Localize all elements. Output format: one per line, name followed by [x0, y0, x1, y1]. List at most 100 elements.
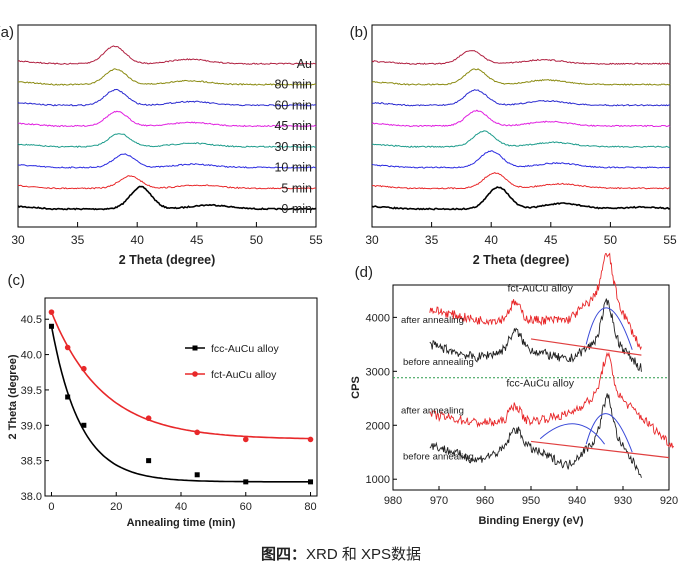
fct-fit-component [585, 307, 633, 350]
fct-baseline [530, 338, 642, 356]
data-point-fcc [81, 422, 87, 428]
y-tick-label: 39.0 [21, 420, 42, 432]
caption-bold: 图四： [260, 546, 306, 563]
caption-text: XRD 和 XPS数据 [305, 546, 422, 563]
annotation-fcc-title: fcc-AuCu alloy [506, 377, 574, 389]
annotation-fct-title: fct-AuCu alloy [508, 282, 574, 294]
y-tick-label: 40.5 [21, 314, 42, 326]
annotation-fcc-after: after annealing [401, 405, 464, 416]
data-point-fcc [146, 458, 152, 464]
y-tick-label: 39.5 [21, 385, 42, 397]
figure: (a) 30 35 40 45 50 55 2 Theta (degree) 0 min 5 mi… [0, 24, 678, 529]
y-tick-label: 2000 [366, 420, 390, 432]
legend-label: fct-AuCu alloy [211, 369, 277, 381]
xrd-trace-0-min [17, 185, 317, 211]
figure-caption: 图四：XRD 和 XPS数据 [0, 543, 682, 564]
series-label: 80 min [274, 78, 312, 92]
xrd-trace-45-min [17, 110, 317, 128]
series-label: 0 min [281, 202, 312, 216]
xrd-trace-5-min [17, 175, 317, 190]
y-tick-label: 38.0 [21, 491, 42, 503]
y-tick-label: 4000 [366, 312, 390, 324]
y-axis-label: 2 Theta (degree) [7, 354, 19, 439]
series-label: Au [297, 57, 312, 71]
x-tick-label: 40 [485, 233, 499, 247]
x-tick-label: 45 [190, 233, 204, 247]
xrd-trace-Au [371, 50, 671, 65]
annotation-fct-before: before annealing [403, 357, 474, 368]
panel-label: (c) [8, 272, 26, 289]
xps-spectrum-fct-after-annealing [429, 252, 642, 351]
x-tick-label: 60 [240, 501, 252, 513]
x-axis-label: Annealing time (min) [127, 517, 236, 529]
annotation-fct-after: after annealing [401, 315, 464, 326]
y-tick-label: 1000 [366, 474, 390, 486]
xrd-trace-80-min [17, 68, 317, 86]
x-tick-label: 50 [604, 233, 618, 247]
series-label: 45 min [274, 119, 312, 133]
xrd-trace-30-min [17, 133, 317, 148]
panel-label: (d) [355, 264, 373, 281]
xrd-trace-80-min [371, 68, 671, 86]
xrd-trace-60-min [17, 88, 317, 107]
xps-spectrum-fcc-before-annealing [429, 393, 642, 478]
x-tick-label: 30 [11, 233, 25, 247]
panel-label: (b) [350, 24, 368, 41]
plot-frame [44, 297, 318, 497]
x-tick-label: 45 [544, 233, 558, 247]
x-tick-label: 930 [614, 495, 632, 507]
xrd-trace-0-min [371, 186, 671, 211]
data-point-fcc [48, 323, 54, 329]
xrd-trace-30-min [371, 130, 671, 148]
data-point-fct [307, 436, 314, 443]
series-label: 60 min [274, 98, 312, 112]
data-point-fct [242, 436, 249, 443]
x-axis-label: 2 Theta (degree) [473, 253, 570, 267]
y-tick-label: 40.0 [21, 350, 42, 362]
x-tick-label: 960 [476, 495, 494, 507]
series-label: 30 min [274, 140, 312, 154]
x-tick-label: 40 [131, 233, 145, 247]
xps-spectrum-fcc-after-annealing [429, 351, 674, 449]
x-tick-label: 0 [48, 501, 54, 513]
x-axis-label: Binding Energy (eV) [478, 515, 583, 527]
x-tick-label: 920 [660, 495, 678, 507]
data-point-fct [145, 415, 152, 422]
xrd-trace-10-min [371, 150, 671, 169]
x-tick-label: 80 [304, 501, 316, 513]
xps-spectrum-fct-before-annealing [429, 298, 642, 372]
data-point-fcc [65, 394, 71, 400]
x-tick-label: 55 [663, 233, 677, 247]
xrd-trace-10-min [17, 153, 317, 169]
fit-curve-fcc [50, 326, 311, 483]
legend-marker [192, 371, 198, 377]
series-label: 10 min [274, 161, 312, 175]
x-tick-label: 40 [175, 501, 187, 513]
x-tick-label: 970 [430, 495, 448, 507]
xrd-trace-5-min [372, 172, 671, 190]
x-axis-label: 2 Theta (degree) [119, 253, 216, 267]
data-point-fct [81, 365, 87, 372]
data-point-fct [194, 429, 200, 436]
y-tick-label: 38.5 [21, 456, 42, 468]
data-point-fcc [194, 472, 200, 478]
x-tick-label: 30 [365, 233, 379, 247]
fcc-fit-component-b [585, 413, 633, 453]
x-tick-label: 940 [568, 495, 586, 507]
data-point-fcc [243, 479, 249, 485]
x-tick-label: 35 [71, 233, 85, 247]
x-tick-label: 35 [425, 233, 439, 247]
x-tick-label: 50 [250, 233, 264, 247]
fit-curve-fct [50, 311, 311, 440]
x-tick-label: 20 [110, 501, 122, 513]
panel-label: (a) [0, 24, 14, 41]
y-axis-label: CPS [350, 376, 362, 399]
xrd-trace-Au [17, 45, 317, 65]
xrd-trace-45-min [371, 109, 671, 128]
y-tick-label: 3000 [366, 366, 390, 378]
annotation-fcc-before: before annealing [403, 451, 474, 462]
x-tick-label: 950 [522, 495, 540, 507]
legend-label: fcc-AuCu alloy [211, 343, 279, 355]
xrd-trace-60-min [372, 89, 670, 107]
fcc-baseline [530, 440, 670, 459]
